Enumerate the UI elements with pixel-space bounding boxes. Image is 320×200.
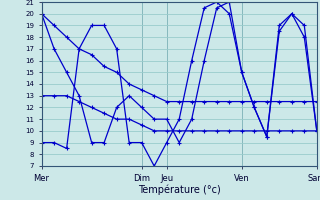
X-axis label: Température (°c): Température (°c) bbox=[138, 184, 220, 195]
